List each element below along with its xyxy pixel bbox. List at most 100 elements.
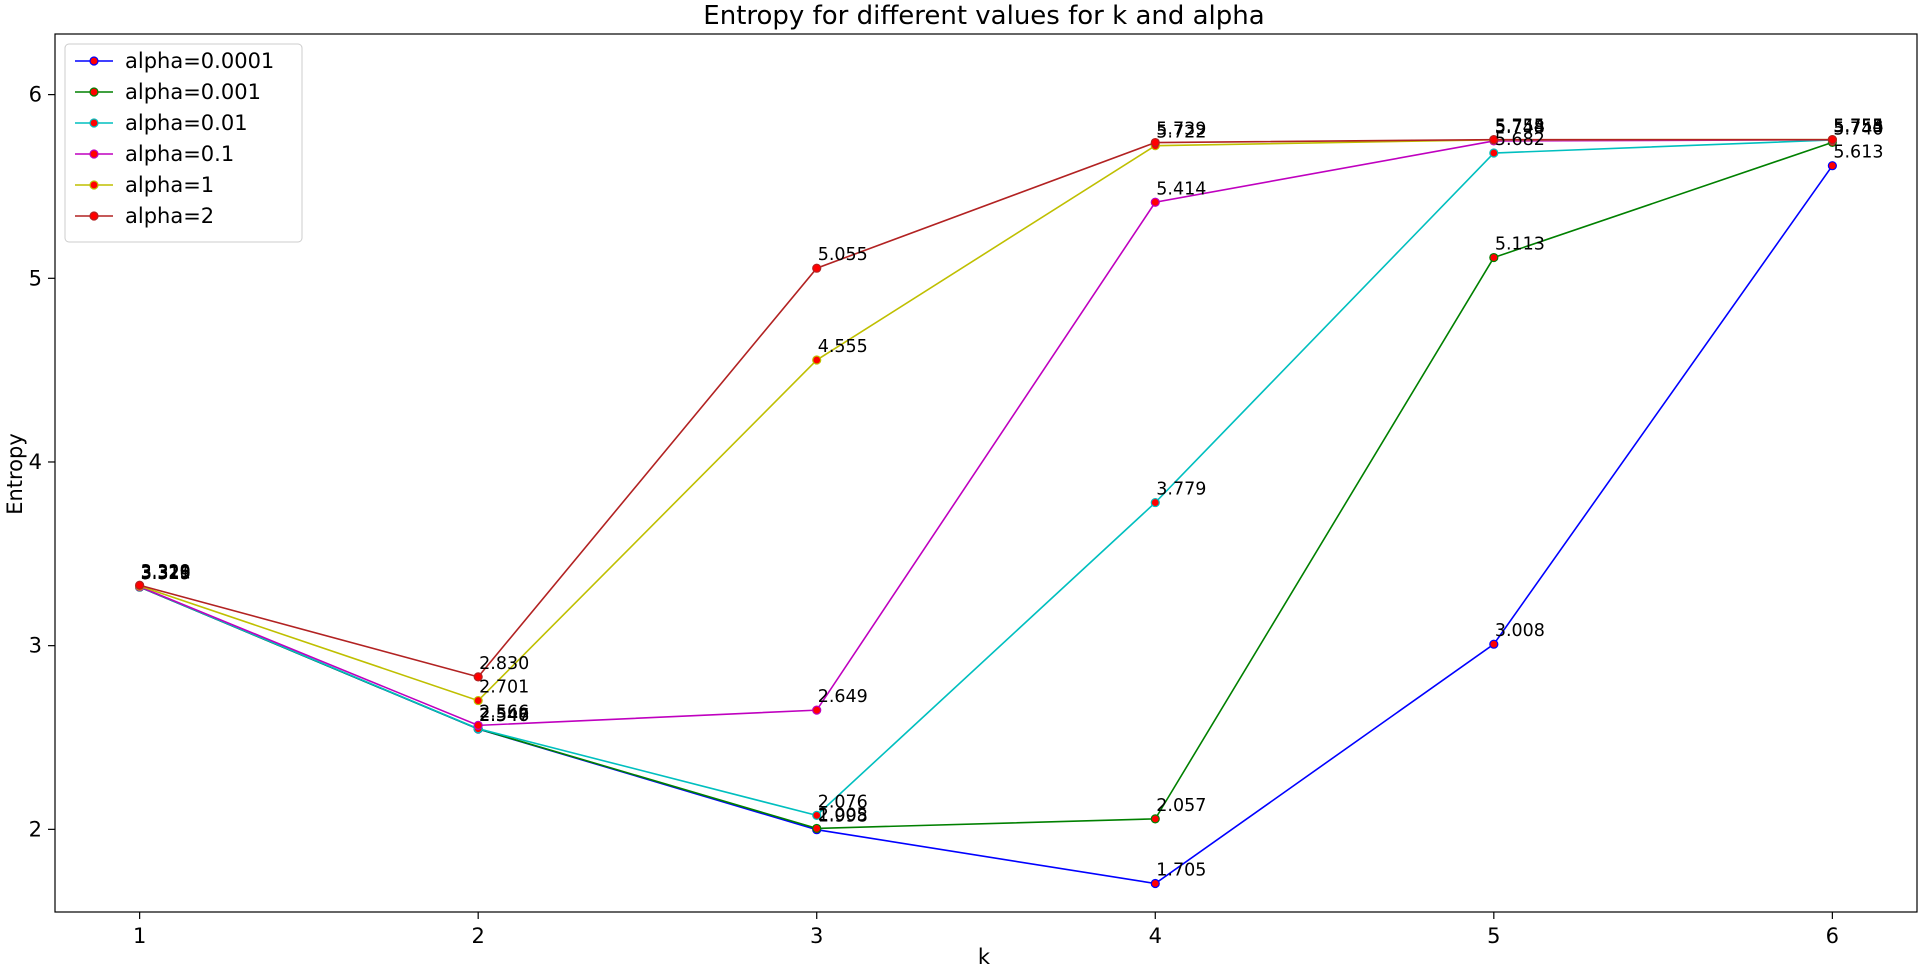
data-label: 3.325: [141, 563, 191, 583]
legend-item: alpha=0.1: [75, 142, 234, 166]
legend-item: alpha=2: [75, 204, 214, 228]
legend-label: alpha=0.001: [125, 80, 261, 104]
legend-label: alpha=2: [125, 204, 214, 228]
data-point: [1150, 497, 1160, 508]
data-point: [1489, 135, 1499, 145]
data-label: 2.057: [1156, 796, 1206, 816]
data-point: [1827, 135, 1837, 145]
legend-marker: [89, 180, 99, 190]
data-label: 2.076: [818, 792, 868, 812]
data-label: 2.701: [479, 678, 529, 698]
y-tick-label: 6: [29, 83, 42, 107]
legend-label: alpha=1: [125, 173, 214, 197]
plot-area: [54, 33, 1918, 913]
series-layer: [135, 135, 1837, 889]
data-label: 5.753: [1833, 117, 1883, 137]
data-point: [1489, 639, 1499, 649]
data-label: 5.754: [1495, 117, 1545, 137]
data-label: 3.321: [141, 564, 191, 584]
data-point: [812, 823, 822, 834]
y-tick-label: 4: [29, 450, 42, 474]
series-alpha=1: [135, 135, 1837, 706]
series-alpha=0.01: [135, 135, 1837, 820]
data-label: 1.705: [1156, 861, 1206, 881]
data-point: [1827, 161, 1837, 171]
data-label: 5.613: [1833, 143, 1883, 163]
data-label: 5.682: [1495, 130, 1545, 150]
y-axis-label: Entropy: [3, 433, 27, 515]
data-label: 5.113: [1495, 235, 1545, 255]
data-label: 4.555: [818, 337, 868, 357]
data-point: [473, 695, 483, 706]
legend-label: alpha=0.01: [125, 111, 248, 135]
x-axis: 1 2 3 4 5 6: [133, 912, 1839, 948]
data-point: [812, 263, 822, 273]
x-tick-label: 2: [471, 924, 484, 948]
legend-marker: [89, 211, 99, 221]
legend-frame: [64, 43, 303, 243]
legend: alpha=0.0001 alpha=0.001 alpha=0.01 alpha=0…: [64, 43, 303, 243]
x-tick-label: 3: [810, 924, 823, 948]
data-point: [473, 720, 483, 730]
data-label: 3.319: [141, 564, 191, 584]
data-label: 5.414: [1156, 179, 1206, 199]
y-axis: 2 3 4 5 6: [29, 83, 55, 841]
series-line: [139, 138, 1833, 678]
y-tick-label: 2: [29, 817, 42, 841]
data-point: [1150, 814, 1160, 824]
series-alpha=2: [135, 135, 1837, 682]
data-label: 2.005: [818, 805, 868, 825]
legend-item: alpha=0.001: [75, 80, 261, 104]
data-point: [812, 705, 822, 715]
series-alpha=0.1: [135, 135, 1837, 730]
legend-item: alpha=0.01: [75, 111, 248, 135]
series-line: [139, 165, 1834, 885]
x-tick-label: 5: [1487, 924, 1500, 948]
data-point: [1489, 252, 1499, 263]
series-line: [139, 141, 1833, 830]
data-point: [135, 580, 145, 590]
data-label: 3.320: [141, 564, 191, 584]
data-label: 1.998: [818, 807, 868, 827]
legend-label: alpha=0.1: [125, 142, 234, 166]
chart-title: Entropy for different values for k and a…: [703, 1, 1264, 31]
data-point: [812, 355, 822, 365]
data-label: 5.739: [1156, 120, 1206, 140]
data-label: 2.546: [479, 706, 529, 726]
data-point: [1150, 197, 1160, 207]
data-label: 2.547: [479, 706, 529, 726]
x-axis-label: k: [978, 945, 991, 969]
series-line: [139, 139, 1833, 727]
x-tick-label: 6: [1826, 924, 1839, 948]
series-line: [139, 138, 1833, 702]
data-label: 3.779: [1156, 480, 1206, 500]
data-point: [812, 810, 822, 820]
data-label: 5.055: [818, 245, 868, 265]
data-point: [1150, 878, 1160, 889]
data-label: 3.008: [1495, 621, 1545, 641]
legend-item: alpha=1: [75, 173, 214, 197]
data-label: 2.566: [479, 702, 529, 722]
data-label: 5.755: [1833, 117, 1883, 137]
x-tick-label: 4: [1149, 924, 1162, 948]
data-label: 3.329: [141, 562, 191, 582]
data-labels: 3.3192.5461.9981.7053.0085.6133.3192.547…: [141, 117, 1884, 881]
data-label: 5.740: [1833, 119, 1883, 139]
data-label: 3.319: [141, 564, 191, 584]
y-tick-label: 5: [29, 266, 42, 290]
data-point: [473, 672, 483, 682]
series-alpha=0.001: [135, 137, 1837, 834]
legend-marker: [89, 56, 99, 66]
data-label: 5.755: [1495, 117, 1545, 137]
y-tick-label: 3: [29, 634, 42, 658]
data-label: 2.649: [818, 687, 868, 707]
data-point: [1489, 148, 1499, 158]
data-point: [1150, 137, 1160, 148]
series-line: [139, 139, 1833, 817]
legend-marker: [89, 149, 99, 159]
data-label: 2.548: [479, 706, 529, 726]
series-alpha=0.0001: [135, 161, 1837, 889]
data-label: 5.754: [1833, 117, 1883, 137]
data-label: 5.722: [1156, 123, 1206, 143]
